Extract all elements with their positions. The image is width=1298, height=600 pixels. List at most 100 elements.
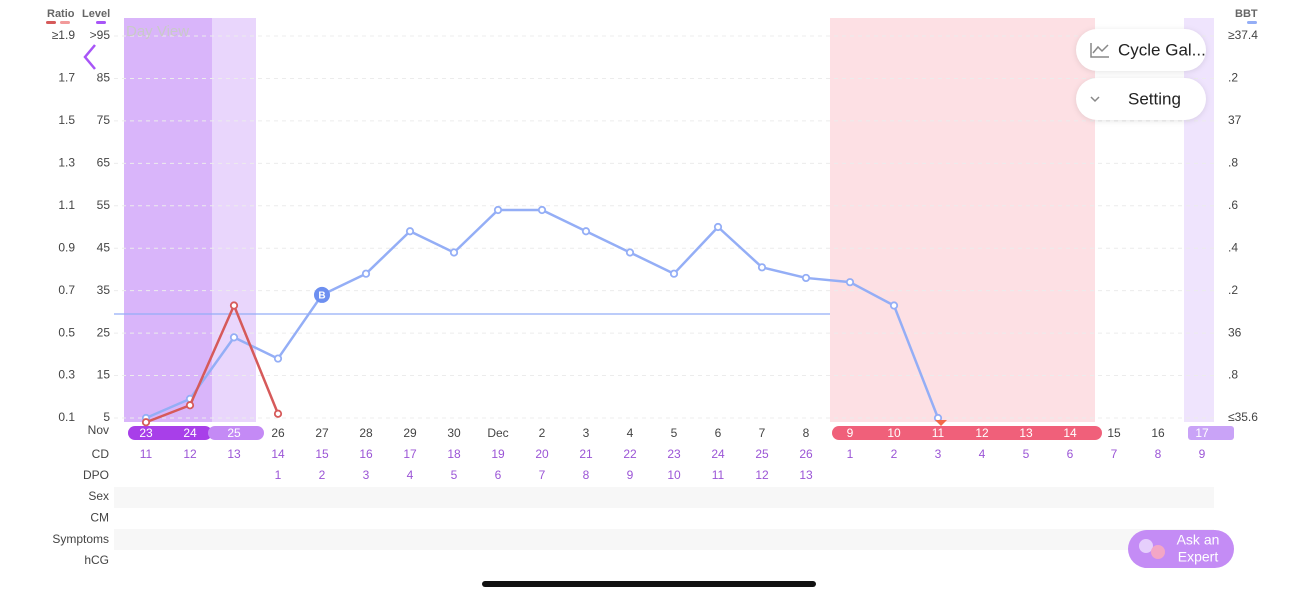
home-indicator <box>482 581 816 587</box>
icon <box>1090 43 1109 58</box>
level-tick-label: 35 <box>97 283 111 297</box>
ask-expert-button[interactable]: Ask an Expert <box>1128 530 1234 568</box>
ratio-tick-label: 0.9 <box>58 240 75 254</box>
row-label: CM <box>90 510 109 524</box>
button-bg <box>1076 29 1206 71</box>
cd-value: 18 <box>447 447 461 461</box>
ratio-tick-label: 1.1 <box>58 198 75 212</box>
cd-value: 2 <box>891 447 898 461</box>
cd-value: 24 <box>711 447 725 461</box>
dpo-value: 3 <box>363 468 370 482</box>
legend-swatch <box>46 21 56 24</box>
data-point <box>625 248 635 257</box>
level-tick-label: 75 <box>97 113 111 127</box>
bbt-tick-label: .2 <box>1228 71 1238 85</box>
ratio-tick-label: 0.5 <box>58 325 75 339</box>
legend-swatch <box>60 21 70 24</box>
dpo-value: 10 <box>667 468 681 482</box>
date-label: 27 <box>315 426 329 440</box>
cd-value: 16 <box>359 447 373 461</box>
date-label: 28 <box>359 426 373 440</box>
dpo-value: 9 <box>627 468 634 482</box>
cd-value: 3 <box>935 447 942 461</box>
date-label: 24 <box>183 426 197 440</box>
level-tick-label: 5 <box>103 410 110 424</box>
cd-value: 23 <box>667 447 681 461</box>
cd-value: 17 <box>403 447 417 461</box>
row-label: hCG <box>84 553 109 567</box>
level-tick-label: 85 <box>97 71 111 85</box>
date-label: 12 <box>975 426 989 440</box>
cd-value: 19 <box>491 447 505 461</box>
cd-value: 6 <box>1067 447 1074 461</box>
cd-value: 25 <box>755 447 769 461</box>
cd-value: 11 <box>140 447 153 461</box>
date-pill <box>208 426 264 440</box>
date-pill <box>128 426 212 440</box>
cd-value: 1 <box>847 447 854 461</box>
cd-value: 15 <box>315 447 329 461</box>
dpo-value: 6 <box>495 468 502 482</box>
date-label: 17 <box>1195 426 1209 440</box>
date-label: 15 <box>1107 426 1121 440</box>
level-tick-label: 25 <box>97 325 111 339</box>
bbt-title: BBT <box>1235 8 1258 20</box>
cd-value: 9 <box>1199 447 1206 461</box>
bbt-tick-label: ≥37.4 <box>1228 28 1258 42</box>
data-point <box>361 269 371 278</box>
row-label: Nov <box>88 423 109 437</box>
level-tick-label: 15 <box>97 368 111 382</box>
data-point <box>449 248 459 257</box>
day-view: Day View <box>126 23 189 40</box>
date-label: 8 <box>803 426 810 440</box>
date-label: 9 <box>847 426 854 440</box>
setting-button[interactable]: Setting <box>1076 78 1206 120</box>
dpo-value: 11 <box>712 468 725 482</box>
row-band <box>114 529 1214 550</box>
dpo-value: 8 <box>583 468 590 482</box>
bbt-tick-label: .8 <box>1228 368 1238 382</box>
date-pill <box>1188 426 1234 440</box>
icon <box>1090 96 1100 103</box>
bbt-tick-label: .4 <box>1228 240 1238 254</box>
legend-swatch <box>96 21 106 24</box>
cd-value: 26 <box>799 447 813 461</box>
marker <box>935 420 947 426</box>
data-point <box>141 418 151 427</box>
ratio-tick-label: 0.7 <box>58 283 75 297</box>
date-pill <box>832 426 1102 440</box>
data-point <box>273 409 283 418</box>
data-point <box>801 273 811 283</box>
dpo-value: 13 <box>799 468 813 482</box>
data-point <box>669 269 679 278</box>
dpo-value: 7 <box>539 468 546 482</box>
bbt-tick-label: .8 <box>1228 156 1238 170</box>
cycle-button[interactable]: Cycle Gal... <box>1076 29 1206 71</box>
date-label: 14 <box>1063 426 1077 440</box>
legend-swatch <box>1247 21 1257 24</box>
row-label: DPO <box>83 468 109 482</box>
fertile-shade <box>212 18 256 422</box>
data-point <box>229 333 239 342</box>
row-label: Symptoms <box>52 532 109 546</box>
data-point <box>273 354 283 363</box>
ratio-tick-label: 1.5 <box>58 113 75 127</box>
cd-value: 12 <box>183 447 197 461</box>
dpo-value: 12 <box>755 468 769 482</box>
cd-value: 22 <box>623 447 637 461</box>
cd-value: 13 <box>227 447 241 461</box>
date-label: 26 <box>271 426 285 440</box>
data-point <box>185 401 195 410</box>
ratio-tick-label: 1.3 <box>58 156 75 170</box>
back-icon <box>83 44 96 70</box>
cd-value: 20 <box>535 447 549 461</box>
setting-label: Setting <box>1128 89 1181 108</box>
ratio-tick-label: 0.1 <box>58 410 75 424</box>
level-title: Level <box>82 8 110 20</box>
date-label: 23 <box>139 426 153 440</box>
bbt-marker-label: B <box>318 291 325 302</box>
button-bg <box>1076 78 1206 120</box>
back-button[interactable] <box>71 38 109 76</box>
date-label: Dec <box>487 426 508 440</box>
